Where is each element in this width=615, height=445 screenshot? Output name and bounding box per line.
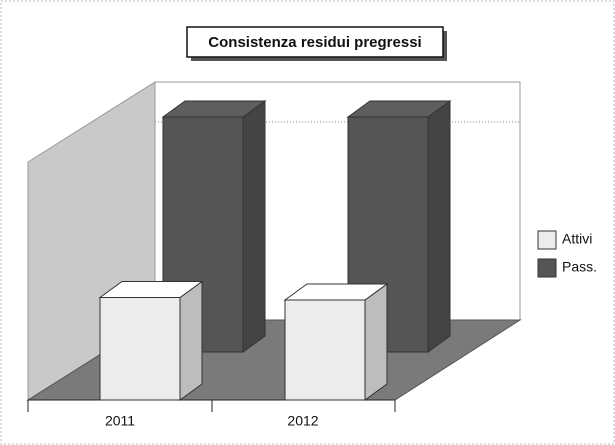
legend-label: Pass. (562, 259, 597, 275)
bar-side (242, 100, 266, 353)
bar-side (427, 100, 451, 353)
x-tick-label: 2011 (105, 413, 135, 429)
legend-swatch (537, 258, 557, 278)
x-tick-label: 2012 (287, 413, 318, 429)
bar (162, 116, 244, 353)
legend-swatch (537, 230, 557, 250)
legend-label: Attivi (562, 231, 592, 247)
bar (284, 299, 366, 401)
chart-title: Consistenza residui pregressi (208, 34, 421, 51)
bar-side (364, 283, 388, 401)
title-box (186, 26, 444, 58)
bar-side (179, 280, 203, 401)
bar (99, 297, 181, 401)
